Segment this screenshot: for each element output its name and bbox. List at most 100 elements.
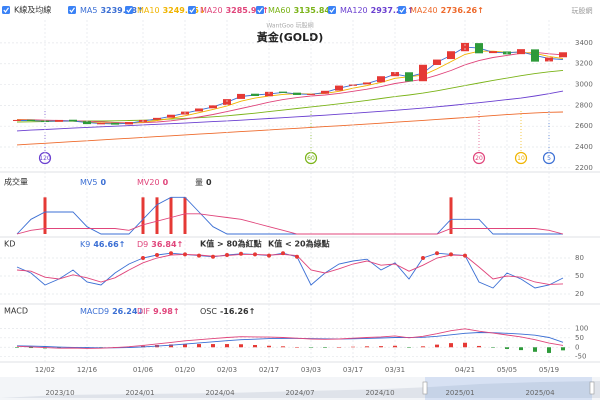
candle-body (531, 49, 539, 62)
navigator-selection[interactable] (425, 377, 592, 400)
candle-body (97, 123, 105, 125)
checkbox[interactable] (125, 6, 133, 14)
legend-entry: MV5 0 (80, 178, 106, 187)
checkmark (257, 7, 263, 13)
osc-bar (253, 345, 257, 348)
series-line (16, 328, 564, 349)
candle-body (377, 76, 385, 83)
legend-value: 26.24↓ (112, 307, 144, 316)
k-dot (253, 252, 257, 257)
candle-body (13, 119, 21, 121)
k-dot (421, 256, 425, 260)
checkmark (329, 7, 335, 13)
checkbox[interactable] (188, 6, 196, 14)
x-tick-label: 03/17 (343, 366, 363, 374)
candle-body (167, 114, 175, 118)
osc-bar (421, 346, 425, 348)
legend-name: MACD9 (80, 307, 109, 316)
checkbox[interactable] (398, 6, 406, 14)
osc-bar (491, 347, 495, 348)
legend-value: 0 (163, 178, 169, 187)
marker-label: 10 (517, 155, 525, 162)
navigator-handle[interactable] (589, 381, 595, 395)
checkbox[interactable] (328, 6, 336, 14)
x-tick-label: 01/20 (175, 366, 195, 374)
osc-bar (15, 347, 19, 348)
checkbox[interactable] (256, 6, 264, 14)
legend-name: 量 (195, 178, 203, 187)
legend-entry: DIF 9.98↑ (137, 307, 180, 316)
candle-body (293, 92, 301, 95)
osc-bar (547, 347, 551, 353)
series-line (17, 46, 564, 125)
checkmark (3, 7, 9, 13)
chart-title: 黃金(GOLD) (256, 30, 324, 44)
navigator-label: 2024/01 (125, 389, 154, 397)
watermark: WantGoo 玩股網 (266, 22, 313, 30)
osc-bar (337, 347, 341, 348)
checkbox[interactable] (2, 6, 10, 14)
k-dot (267, 253, 271, 258)
x-tick-label: 01/06 (133, 366, 154, 374)
y-tick-label: 0 (575, 343, 579, 351)
candle-body (27, 119, 35, 121)
candle-body (83, 121, 91, 125)
osc-bar (29, 347, 33, 349)
y-tick-label: 80 (575, 254, 584, 262)
k-dot (435, 251, 439, 256)
y-tick-label: 20 (575, 290, 584, 298)
series-line (16, 111, 564, 146)
k-dot (141, 256, 145, 260)
candle-body (517, 49, 525, 55)
legend-name: MV5 (80, 178, 97, 187)
volume-bar (43, 197, 47, 234)
legend-value: 3239.68↑ (100, 6, 143, 15)
panel-label: KD (4, 240, 15, 249)
series-line (16, 213, 564, 235)
candle-body (153, 117, 161, 120)
osc-bar (407, 347, 411, 348)
x-tick-label: 12/16 (77, 366, 98, 374)
candle-body (321, 90, 329, 94)
legend-entry: MA5 3239.68↑ (80, 6, 144, 15)
candle-body (111, 122, 119, 125)
legend-name: MA240 (410, 6, 438, 15)
candle-body (195, 108, 203, 112)
osc-bar (463, 342, 467, 348)
candle-body (363, 82, 371, 85)
checkbox[interactable] (68, 6, 76, 14)
k-dot (463, 253, 467, 258)
series-line (16, 50, 564, 124)
navigator-area (0, 381, 600, 398)
legend-note: K值 > 80為紅點 (200, 239, 262, 249)
x-tick-label: 02/03 (217, 366, 237, 374)
checkmark (189, 7, 195, 13)
brand: 玩股網 (572, 6, 593, 15)
volume-bar (169, 197, 173, 234)
osc-bar (169, 344, 173, 348)
legend-entry: D9 36.84↑ (137, 240, 183, 249)
volume-bar (183, 197, 187, 234)
legend-entry: MA20 3285.91↑ (200, 6, 269, 15)
legend-value: 3249.05↓ (163, 6, 206, 15)
legend-value: 3135.84↑ (294, 6, 337, 15)
candle-body (559, 52, 567, 58)
candle-body (433, 59, 441, 65)
legend-entry: MACD9 26.24↓ (80, 307, 144, 316)
navigator-handle[interactable] (422, 381, 428, 395)
legend-entry: MA120 2937.22↑ (340, 6, 414, 15)
osc-bar (533, 347, 537, 352)
candle-body (475, 43, 483, 54)
x-tick-label: 04/21 (455, 366, 475, 374)
k-dot (183, 252, 187, 257)
series-line (16, 90, 564, 132)
x-tick-label: 12/02 (35, 366, 55, 374)
osc-bar (365, 346, 369, 348)
osc-bar (449, 343, 453, 348)
navigator-label: 2025/01 (445, 389, 474, 397)
marker-badge (472, 151, 486, 165)
y-tick-label: 2200 (575, 164, 593, 172)
candle-body (447, 51, 455, 60)
legend-name: MA5 (80, 6, 97, 15)
